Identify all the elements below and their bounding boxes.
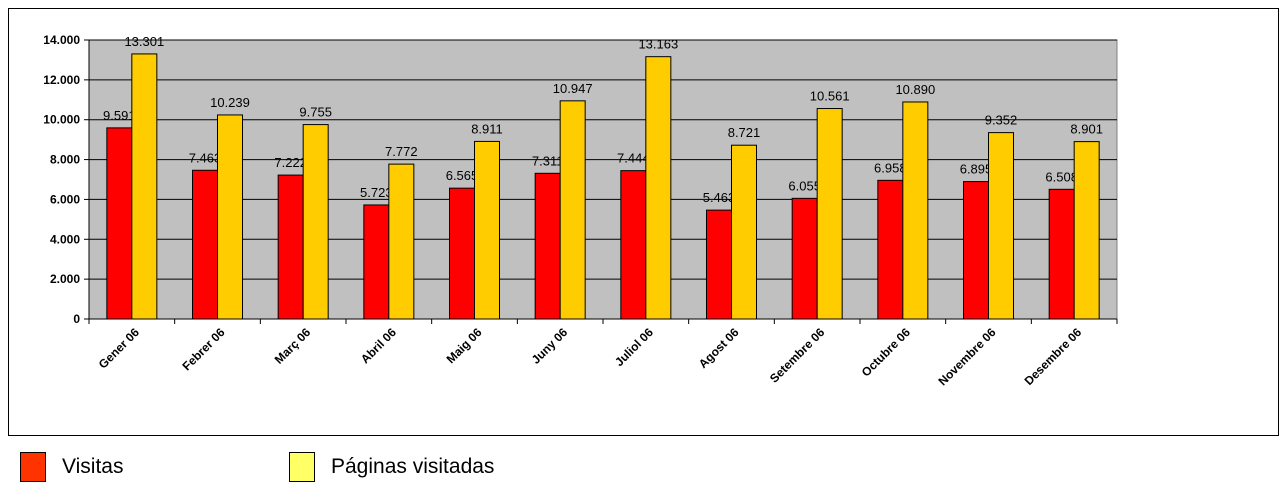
x-tick-label: Desembre 06 <box>1022 325 1085 388</box>
bar-paginas-visitadas <box>902 101 929 320</box>
y-tick-label: 2.000 <box>50 272 80 286</box>
legend-label-visitas: Visitas <box>62 455 124 478</box>
bar-paginas-visitadas <box>731 144 757 320</box>
bar-paginas-visitadas <box>1073 141 1100 320</box>
data-label: 13.301 <box>124 34 164 49</box>
data-label: 5.463 <box>703 190 736 205</box>
data-label: 5.723 <box>360 185 393 200</box>
bar-paginas-visitadas <box>217 114 243 320</box>
bar-visitas <box>1048 188 1075 320</box>
bar-paginas-visitadas <box>559 100 586 320</box>
data-label: 6.895 <box>960 162 993 177</box>
data-label: 9.591 <box>103 108 136 123</box>
y-tick-label: 4.000 <box>50 232 80 246</box>
data-label: 8.721 <box>728 125 761 140</box>
x-tick-label: Març 06 <box>272 325 314 367</box>
bar-paginas-visitadas <box>988 132 1014 320</box>
y-tick-label: 0 <box>73 312 80 326</box>
data-label: 13.163 <box>638 37 678 52</box>
x-tick-label: Juliol 06 <box>612 325 656 369</box>
data-label: 8.901 <box>1070 122 1103 137</box>
data-label: 10.890 <box>895 82 935 97</box>
x-tick-label: Agost 06 <box>696 325 742 371</box>
bar-paginas-visitadas <box>302 124 329 320</box>
bar-chart: 0 2.000 4.000 6.000 8.000 10.000 12.000 14.000 9… <box>43 33 1118 388</box>
legend-item-visitas: Visitas <box>20 448 123 486</box>
y-tick-label: 6.000 <box>50 192 80 206</box>
y-tick-label: 12.000 <box>43 73 80 87</box>
data-label: 7.444 <box>617 151 650 166</box>
bar-visitas <box>877 179 904 320</box>
x-tick-label: Abril 06 <box>358 325 399 366</box>
data-label: 8.911 <box>471 121 503 136</box>
bar-paginas-visitadas <box>474 140 500 320</box>
y-tick-label: 10.000 <box>43 113 80 127</box>
data-label: 9.352 <box>985 113 1018 128</box>
bar-visitas <box>192 169 218 320</box>
data-label: 6.508 <box>1045 169 1078 184</box>
legend-swatch-visitas <box>20 452 46 482</box>
data-label: 7.463 <box>189 150 222 165</box>
bar-visitas <box>963 181 989 320</box>
bar-paginas-visitadas <box>388 163 415 320</box>
bar-visitas <box>706 209 732 320</box>
legend-item-paginas-visitadas: Páginas visitadas <box>289 448 494 486</box>
data-label: 7.311 <box>532 153 564 168</box>
bar-visitas <box>363 204 390 320</box>
bar-visitas <box>534 172 561 320</box>
data-label: 10.561 <box>810 89 850 104</box>
x-tick-label: Setembre 06 <box>767 325 828 386</box>
legend-label-paginas-visitadas: Páginas visitadas <box>331 455 495 478</box>
data-label: 7.222 <box>274 155 307 170</box>
bar-visitas <box>620 170 647 320</box>
y-tick-label: 8.000 <box>50 153 80 167</box>
x-tick-label: Gener 06 <box>96 325 142 371</box>
chart-frame: 0 2.000 4.000 6.000 8.000 10.000 12.000 14.000 9… <box>8 8 1279 436</box>
plot-area <box>88 39 1118 320</box>
bar-visitas <box>791 197 818 320</box>
data-label: 6.055 <box>788 178 821 193</box>
bar-paginas-visitadas <box>131 53 158 320</box>
bar-visitas <box>449 187 475 320</box>
x-tick-label: Novembre 06 <box>935 325 998 388</box>
data-label: 7.772 <box>385 144 418 159</box>
data-label: 10.239 <box>210 95 250 110</box>
x-tick-label: Maig 06 <box>444 325 485 366</box>
x-tick-label: Juny 06 <box>529 325 571 367</box>
x-tick-label: Octubre 06 <box>859 325 913 379</box>
bar-paginas-visitadas <box>816 108 843 320</box>
data-label: 10.947 <box>553 81 593 96</box>
x-tick-label: Febrer 06 <box>180 325 228 373</box>
bar-paginas-visitadas <box>645 56 672 320</box>
bar-visitas <box>106 127 133 320</box>
data-label: 9.755 <box>299 105 332 120</box>
y-tick-label: 14.000 <box>43 33 80 47</box>
data-label: 6.565 <box>446 168 479 183</box>
legend-swatch-paginas-visitadas <box>289 452 315 482</box>
data-label: 6.958 <box>874 160 907 175</box>
bar-visitas <box>277 174 304 320</box>
